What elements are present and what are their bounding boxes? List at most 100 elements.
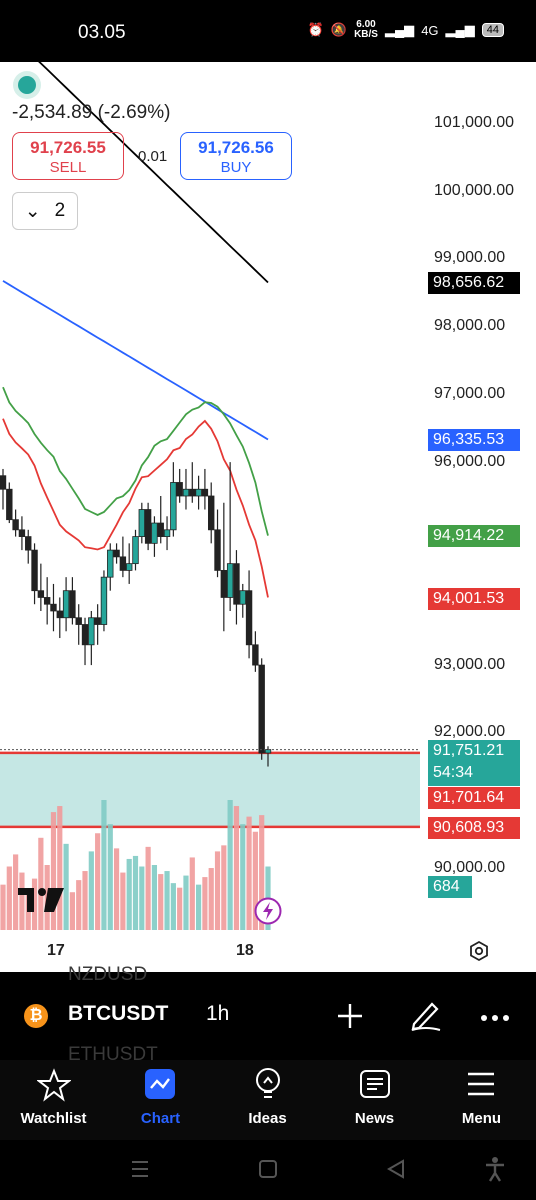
nav-label: Chart <box>140 1110 181 1127</box>
candle-body <box>157 522 164 537</box>
ma-blue-tag: 96,335.53 <box>428 429 520 451</box>
status-icons: ⏰ 🔕 6.00 KB/S ▂▄▆ 4G ▂▄▆ 44 <box>308 20 504 40</box>
volume-bar <box>31 878 38 930</box>
volume-bar <box>227 800 233 930</box>
recent-apps-icon[interactable] <box>130 1160 150 1178</box>
candle-body <box>31 549 38 592</box>
candle-body <box>151 522 158 544</box>
buy-button[interactable]: 91,726.56 BUY <box>180 132 292 180</box>
candle-body <box>214 529 221 571</box>
volume-bar <box>177 887 183 930</box>
flash-icon[interactable] <box>254 897 282 925</box>
volume-bar <box>189 857 195 930</box>
sell-button[interactable]: 91,726.55 SELL <box>12 132 124 180</box>
candle-body <box>100 576 108 625</box>
moving-average-line <box>2 386 269 536</box>
volume-bar <box>151 865 158 930</box>
battery-icon: 44 <box>481 23 504 37</box>
system-navigation <box>0 1140 536 1200</box>
volume-bar <box>132 855 139 930</box>
volume-bar <box>195 884 202 930</box>
volume-bar <box>38 837 44 930</box>
volume-bar <box>88 851 94 930</box>
tradingview-logo <box>18 886 64 914</box>
candle-body <box>132 536 139 565</box>
indicators-toggle[interactable]: ⌄ 2 <box>12 192 78 230</box>
candle-body <box>119 556 127 571</box>
chart-icon <box>145 1069 175 1099</box>
nav-chart[interactable]: Chart <box>107 1060 214 1140</box>
volume-bar <box>202 877 208 930</box>
plus-icon[interactable] <box>336 1002 364 1030</box>
net-speed: 6.00 KB/S <box>354 19 378 40</box>
volume-bar <box>101 800 107 930</box>
candle-body <box>138 509 146 537</box>
time-axis-label: 17 <box>47 942 65 959</box>
nav-label: News <box>354 1110 395 1127</box>
candle-body <box>144 509 152 544</box>
candle-body <box>12 519 19 531</box>
volume-bar <box>170 883 176 930</box>
volume-bar <box>120 872 126 930</box>
nav-menu[interactable]: Menu <box>428 1060 535 1140</box>
alarm-icon: ⏰ <box>307 22 324 37</box>
ghost-symbol-top: NZDUSD <box>68 964 148 985</box>
price-axis-label: 97,000.00 <box>434 385 506 402</box>
volume-bar <box>208 868 214 930</box>
star-icon <box>37 1068 71 1102</box>
volume-bar <box>69 892 76 930</box>
accessibility-icon[interactable] <box>484 1156 506 1182</box>
volume-bar <box>145 846 151 930</box>
ghost-symbol-bottom: ETHUSDT <box>68 1044 158 1065</box>
time-axis-label: 18 <box>236 942 254 959</box>
nav-ideas[interactable]: Ideas <box>214 1060 321 1140</box>
zone-lower-tag: 90,608.93 <box>428 817 520 839</box>
timeframe-selector[interactable]: 1h <box>206 1002 230 1025</box>
volume-bar <box>63 843 69 930</box>
symbol-selector[interactable]: BTCUSDT <box>68 1002 169 1025</box>
status-time: 03.05 <box>78 22 126 43</box>
candle-body <box>182 488 190 497</box>
candle-body <box>163 529 171 537</box>
sell-label: SELL <box>49 159 87 176</box>
pen-icon[interactable] <box>408 998 442 1032</box>
volume-bar <box>233 806 240 930</box>
last-price-tag: 91,751.21 54:34 <box>428 740 520 786</box>
candle-body <box>50 603 57 612</box>
chart-canvas[interactable] <box>0 62 536 972</box>
volume-bar <box>57 806 63 930</box>
volume-bar <box>183 875 189 930</box>
buy-label: BUY <box>220 159 252 176</box>
candle-body <box>69 590 76 619</box>
zone-upper-tag: 91,701.64 <box>428 787 520 809</box>
more-icon[interactable] <box>480 1010 510 1021</box>
candle-body <box>107 549 114 578</box>
candle-body <box>113 549 120 558</box>
nav-news[interactable]: News <box>321 1060 428 1140</box>
back-icon[interactable] <box>386 1159 406 1179</box>
candle-body <box>195 488 202 497</box>
candle-body <box>233 563 240 605</box>
settings-icon[interactable] <box>468 940 490 962</box>
signal-icon-2: ▂▄▆ <box>445 22 475 37</box>
volume-bar <box>221 845 227 930</box>
home-icon[interactable] <box>258 1159 278 1179</box>
nav-watchlist[interactable]: Watchlist <box>0 1060 107 1140</box>
volume-tag: 684 <box>428 876 472 898</box>
candle-body <box>220 569 228 598</box>
candle-body <box>239 590 246 605</box>
chart-area[interactable]: -2,534.89 (-2.69%) 91,726.55 SELL 0.01 9… <box>0 62 536 972</box>
volume-bar <box>240 824 246 930</box>
candle-body <box>264 749 272 754</box>
candle-body <box>6 488 13 521</box>
moving-average-line <box>2 280 269 441</box>
candle-body <box>201 488 209 497</box>
price-axis-label: 101,000.00 <box>434 114 515 131</box>
price-axis-label: 93,000.00 <box>434 656 506 673</box>
candle-body <box>62 590 70 619</box>
volume-bar <box>164 871 170 930</box>
price-axis-label: 100,000.00 <box>434 182 515 199</box>
lightbulb-icon <box>256 1068 280 1098</box>
nav-label: Ideas <box>248 1110 287 1127</box>
volume-bar <box>0 884 6 930</box>
